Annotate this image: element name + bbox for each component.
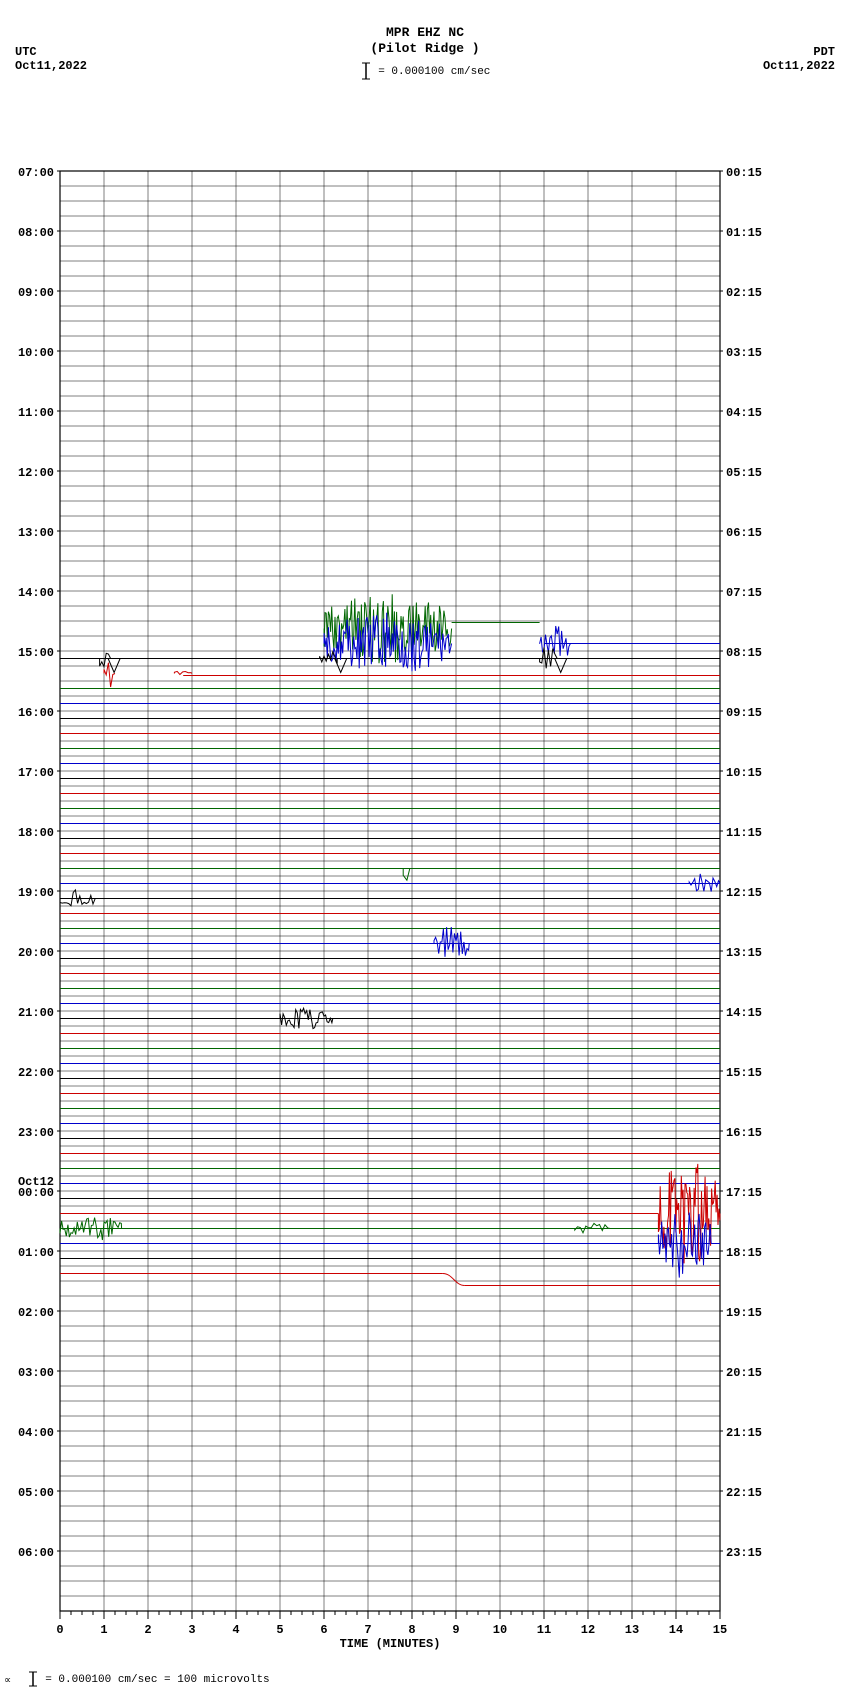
svg-text:6: 6 (320, 1623, 327, 1637)
svg-text:11:00: 11:00 (18, 406, 54, 420)
svg-text:23:15: 23:15 (726, 1546, 762, 1560)
svg-text:10:00: 10:00 (18, 346, 54, 360)
svg-text:19:00: 19:00 (18, 886, 54, 900)
svg-text:08:15: 08:15 (726, 646, 762, 660)
svg-text:00:15: 00:15 (726, 166, 762, 180)
svg-text:15: 15 (713, 1623, 727, 1637)
svg-text:9: 9 (452, 1623, 459, 1637)
svg-text:11: 11 (537, 1623, 551, 1637)
svg-text:05:15: 05:15 (726, 466, 762, 480)
svg-text:17:15: 17:15 (726, 1186, 762, 1200)
svg-text:13: 13 (625, 1623, 639, 1637)
svg-text:TIME (MINUTES): TIME (MINUTES) (340, 1637, 441, 1651)
seismogram-svg: 07:00 08:00 09:00 10:00 11:00 12:00 13:00 14:00… (0, 81, 850, 1661)
svg-text:18:00: 18:00 (18, 826, 54, 840)
svg-text:22:00: 22:00 (18, 1066, 54, 1080)
svg-text:14:00: 14:00 (18, 586, 54, 600)
svg-text:04:15: 04:15 (726, 406, 762, 420)
svg-text:15:15: 15:15 (726, 1066, 762, 1080)
svg-text:14: 14 (669, 1623, 683, 1637)
svg-text:10: 10 (493, 1623, 507, 1637)
svg-text:14:15: 14:15 (726, 1006, 762, 1020)
svg-text:0: 0 (56, 1623, 63, 1637)
footer-note: ∝ = 0.000100 cm/sec = 100 microvolts (0, 1665, 850, 1687)
svg-text:8: 8 (408, 1623, 415, 1637)
svg-text:7: 7 (364, 1623, 371, 1637)
svg-text:1: 1 (100, 1623, 107, 1637)
svg-text:11:15: 11:15 (726, 826, 762, 840)
corner-right: PDT Oct11,2022 (763, 45, 835, 73)
left-tz: UTC (15, 45, 87, 59)
svg-text:02:15: 02:15 (726, 286, 762, 300)
right-tz: PDT (763, 45, 835, 59)
svg-text:3: 3 (188, 1623, 195, 1637)
svg-text:12:00: 12:00 (18, 466, 54, 480)
svg-text:05:00: 05:00 (18, 1486, 54, 1500)
seismogram-container: MPR EHZ NC (Pilot Ridge ) = 0.000100 cm/… (0, 0, 850, 1687)
svg-text:03:00: 03:00 (18, 1366, 54, 1380)
svg-text:18:15: 18:15 (726, 1246, 762, 1260)
svg-text:17:00: 17:00 (18, 766, 54, 780)
svg-text:5: 5 (276, 1623, 283, 1637)
svg-text:15:00: 15:00 (18, 646, 54, 660)
svg-text:19:15: 19:15 (726, 1306, 762, 1320)
svg-text:4: 4 (232, 1623, 239, 1637)
svg-text:12:15: 12:15 (726, 886, 762, 900)
svg-text:04:00: 04:00 (18, 1426, 54, 1440)
title-line1: MPR EHZ NC (0, 25, 850, 41)
svg-text:00:00: 00:00 (18, 1186, 54, 1200)
svg-text:07:00: 07:00 (18, 166, 54, 180)
svg-text:20:15: 20:15 (726, 1366, 762, 1380)
svg-text:13:15: 13:15 (726, 946, 762, 960)
svg-text:23:00: 23:00 (18, 1126, 54, 1140)
svg-text:16:00: 16:00 (18, 706, 54, 720)
svg-text:06:15: 06:15 (726, 526, 762, 540)
svg-text:02:00: 02:00 (18, 1306, 54, 1320)
svg-text:21:15: 21:15 (726, 1426, 762, 1440)
right-date: Oct11,2022 (763, 59, 835, 73)
svg-text:22:15: 22:15 (726, 1486, 762, 1500)
svg-text:09:00: 09:00 (18, 286, 54, 300)
svg-text:13:00: 13:00 (18, 526, 54, 540)
svg-text:06:00: 06:00 (18, 1546, 54, 1560)
svg-text:21:00: 21:00 (18, 1006, 54, 1020)
svg-text:16:15: 16:15 (726, 1126, 762, 1140)
left-date: Oct11,2022 (15, 59, 87, 73)
svg-text:∝: ∝ (4, 1676, 11, 1686)
svg-text:10:15: 10:15 (726, 766, 762, 780)
svg-text:08:00: 08:00 (18, 226, 54, 240)
scale-note-text: = 0.000100 cm/sec (378, 66, 490, 78)
svg-text:12: 12 (581, 1623, 595, 1637)
svg-text:07:15: 07:15 (726, 586, 762, 600)
svg-text:01:15: 01:15 (726, 226, 762, 240)
corner-left: UTC Oct11,2022 (15, 45, 87, 73)
title-line2: (Pilot Ridge ) (0, 41, 850, 57)
footer-text: = 0.000100 cm/sec = 100 microvolts (45, 1674, 269, 1686)
chart-title: MPR EHZ NC (Pilot Ridge ) (0, 0, 850, 57)
svg-text:20:00: 20:00 (18, 946, 54, 960)
svg-text:2: 2 (144, 1623, 151, 1637)
scale-note: = 0.000100 cm/sec (0, 61, 850, 81)
svg-text:03:15: 03:15 (726, 346, 762, 360)
svg-text:09:15: 09:15 (726, 706, 762, 720)
svg-text:01:00: 01:00 (18, 1246, 54, 1260)
